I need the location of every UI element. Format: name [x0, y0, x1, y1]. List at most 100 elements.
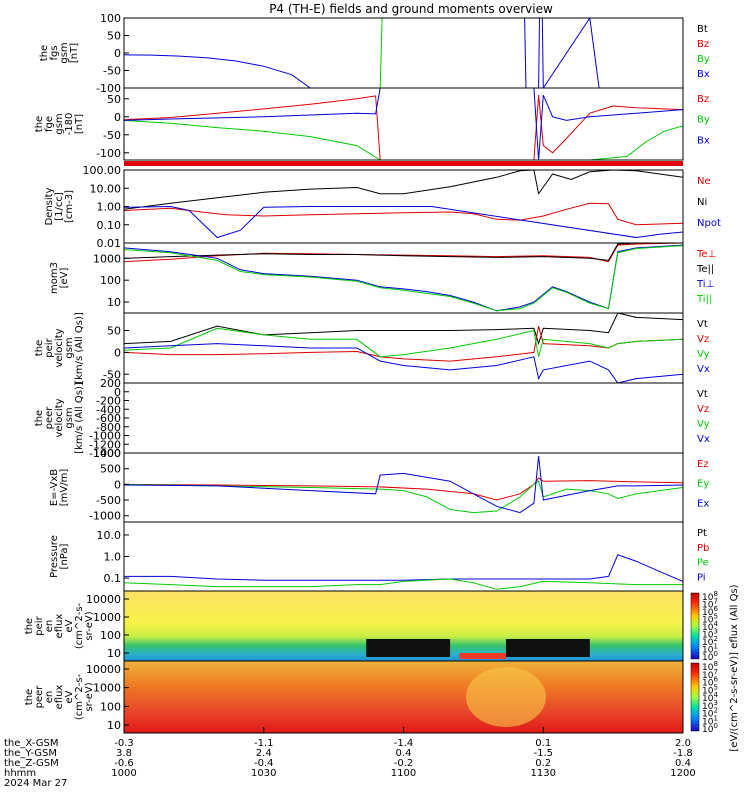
ylabel-line: [cm-3] [64, 190, 75, 223]
panel-density: 100.00 10.00 1.00 0.10 0.01 Density [1/cc] [cm-… [44, 164, 721, 250]
colorbar-tick-label: 101 [702, 643, 718, 656]
spectrogram-red-band [459, 653, 506, 659]
xaxis-tick-label: 1000 [111, 768, 136, 779]
ytick-label: 100 [100, 12, 121, 25]
ylabel-line: eV [64, 690, 75, 703]
series-line-fge-Bx [124, 88, 683, 160]
figure-title: P4 (TH-E) fields and ground moments over… [269, 2, 553, 16]
ytick-label: 0 [114, 47, 121, 60]
colorbar-tick-label: 106 [702, 676, 718, 689]
ytick-label: 1000 [93, 252, 121, 265]
colorbar-tick-label: 100 [702, 722, 718, 735]
panel-frame [123, 382, 684, 454]
ytick-label: 10000 [86, 593, 121, 606]
ytick-label: 0.01 [97, 237, 122, 250]
ylabel-line: velocity [54, 328, 65, 367]
ytick-label: 500 [100, 463, 121, 476]
series-line-peir-velocity-Vt [124, 313, 683, 346]
legend-item-Bt: Bt [697, 24, 708, 35]
ytick-label: 10 [107, 296, 121, 309]
ylabel-line: en [44, 620, 55, 633]
ylabel-line: the [39, 45, 50, 61]
ytick-label: 0.1 [104, 572, 122, 585]
panel-frame [123, 312, 684, 384]
xaxis-tick-label: 0.1 [535, 738, 551, 749]
panel-fge: 50 0 -50 -100 the fge gsm -180 [nT] Bz By Bx [34, 87, 710, 166]
ytick-label: 50 [107, 325, 121, 338]
ytick-label: 100 [100, 700, 121, 713]
legend-item-Vx: Vx [697, 434, 710, 445]
legend-item-Vx: Vx [697, 364, 710, 375]
colorbar-tick-label: 102 [702, 635, 718, 648]
ytick-label: 1.00 [97, 201, 122, 214]
legend-item-Bx: Bx [697, 135, 710, 146]
xaxis-tick-label: 1100 [391, 768, 416, 779]
ylabel-line: peer [44, 406, 55, 430]
panel-efield: 1000 500 0 -500 -1000 E=-VxB [mV/m] Ez Ey Ex [49, 447, 709, 523]
ytick-label: 0 [114, 111, 121, 124]
series-line-temperature-Te_par [124, 243, 683, 261]
xaxis-tick-label: 1030 [251, 768, 276, 779]
ytick-label: 0 [114, 346, 121, 359]
spectrogram-dark-band-2 [505, 639, 590, 657]
ytick-label: -800 [96, 421, 121, 434]
ylabel-line: en [44, 691, 55, 704]
legend-item-By: By [697, 54, 710, 65]
xaxis-tick-label: -1.5 [533, 748, 553, 759]
ytick-label: 0 [114, 386, 121, 399]
xaxis-tick-label: -1.1 [254, 738, 274, 749]
legend-item-Pt: Pt [697, 528, 707, 539]
xaxis-tick-label: -1.4 [394, 738, 414, 749]
legend-item-Vz: Vz [697, 334, 709, 345]
series-line-density-Ne [124, 202, 683, 226]
xaxis-row-label: the_Z-GSM [4, 758, 59, 769]
ytick-label: 100 [100, 274, 121, 287]
legend-item-Ex: Ex [697, 498, 709, 509]
series-line-peir-velocity-Vx [124, 343, 683, 383]
ylabel-line: (cm^2-s- [74, 602, 85, 649]
ylabel-line: the [24, 689, 35, 705]
ytick-label: -1000 [89, 430, 121, 443]
date-label: 2024 Mar 27 [4, 778, 67, 789]
ytick-label: 1000 [93, 611, 121, 624]
ylabel-line: [km/s (All Qs)] [74, 382, 85, 454]
series-line-temperature-Ti_par [124, 245, 683, 312]
legend-item-Ez: Ez [697, 459, 709, 470]
legend-item-Te⊥: Te⊥ [696, 249, 716, 260]
ytick-label: 10.0 [97, 529, 122, 542]
series-line-fgs-By [379, 18, 383, 88]
ytick-label: -600 [96, 412, 121, 425]
series-line-pressure-Pe [124, 578, 683, 590]
ylabel-line: [1/cc] [54, 192, 65, 221]
ylabel-line: fge [44, 116, 55, 132]
ytick-label: 50 [107, 93, 121, 106]
xaxis-tick-label: -0.4 [254, 758, 274, 769]
ytick-label: 10 [107, 719, 121, 732]
series-line-fge-Bz [124, 95, 683, 160]
ytick-label: 50 [107, 30, 121, 43]
legend-item-Vt: Vt [697, 319, 708, 330]
xaxis-tick-label: 0.4 [675, 758, 691, 769]
colorbar-tick-label: 103 [702, 699, 718, 712]
panel-frame [123, 87, 684, 161]
colorbar-tick-label: 100 [702, 650, 718, 663]
panel-peir-spectrogram: 10000 1000 100 10 the peir en eflux eV (cm^2-s-sr… [24, 590, 684, 662]
xaxis-tick-label: 0.4 [396, 748, 412, 759]
legend-item-By: By [697, 115, 710, 126]
legend-item-Pi: Pi [697, 572, 706, 583]
series-line-density-Npot [124, 205, 683, 239]
panel-frame [123, 242, 684, 314]
ytick-label: 100.00 [83, 164, 122, 177]
ylabel-line: [km/s (All Qs)] [74, 312, 85, 384]
colorbar-tick-label: 104 [702, 620, 718, 633]
ytick-label: -1400 [89, 447, 121, 460]
ytick-label: 100 [100, 629, 121, 642]
ylabel-line: peir [34, 615, 45, 635]
ylabel-line: peer [34, 685, 45, 709]
xaxis-row-label: the_X-GSM [4, 738, 58, 749]
colorbar-axis-label: [eV/(cm^2-s-sr-eV)] eflux (All Qs) [729, 584, 740, 751]
ylabel-line: E=-VxB [49, 469, 60, 506]
xaxis-tick-label: -0.6 [114, 758, 134, 769]
